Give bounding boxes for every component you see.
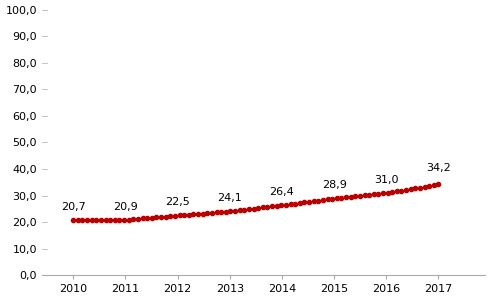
Text: 31,0: 31,0 <box>374 175 399 185</box>
Text: 28,9: 28,9 <box>322 180 347 190</box>
Text: 26,4: 26,4 <box>270 187 294 197</box>
Text: 20,9: 20,9 <box>113 202 138 212</box>
Text: 20,7: 20,7 <box>61 202 85 212</box>
Text: 24,1: 24,1 <box>218 193 242 203</box>
Text: 34,2: 34,2 <box>426 164 451 173</box>
Text: 22,5: 22,5 <box>165 197 190 207</box>
